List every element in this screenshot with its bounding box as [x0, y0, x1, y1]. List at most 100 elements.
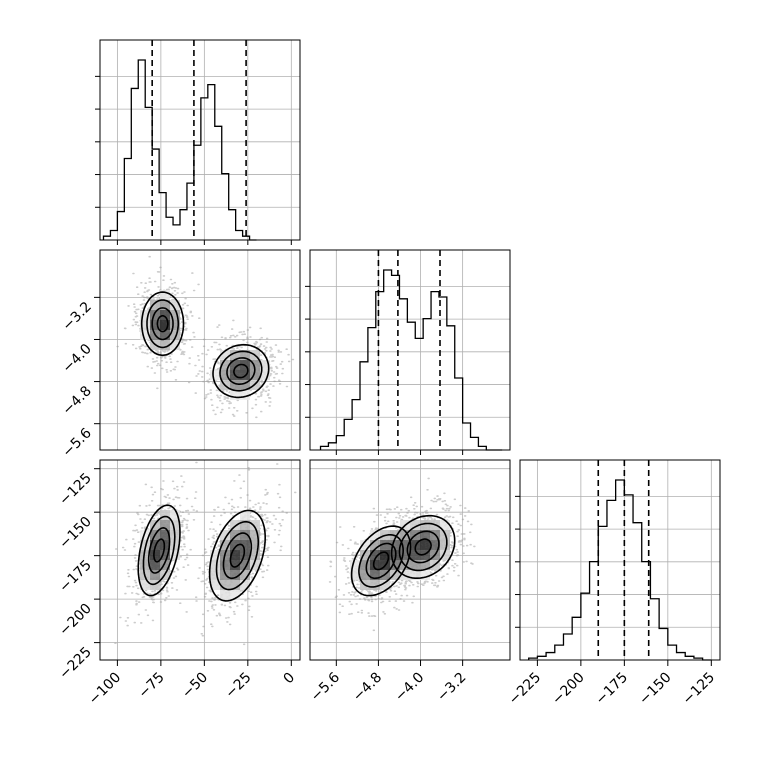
density-cell	[170, 340, 180, 350]
pair-frame-2	[309, 459, 511, 661]
x-tick-label-2-3: −150	[636, 670, 675, 709]
contour-0-1	[390, 514, 456, 579]
density-cell	[240, 350, 250, 360]
pair-plot-area-2	[310, 460, 510, 660]
density-cell	[360, 560, 370, 570]
pair-panel-1-0	[99, 249, 301, 451]
density-cell	[230, 550, 240, 560]
density-cell	[380, 550, 390, 560]
contour-1-0	[146, 299, 180, 349]
density-cell	[230, 580, 240, 590]
density-cell	[410, 560, 420, 570]
density-cell	[390, 570, 400, 580]
x-tick-label-1-3: −3.2	[434, 670, 469, 705]
x-tick-label-1-1: −4.8	[350, 670, 385, 705]
density-cell	[370, 530, 380, 540]
density-cell	[220, 350, 230, 360]
density-cell	[410, 570, 420, 580]
contour-0-0	[140, 291, 185, 357]
contour-3-1	[229, 543, 246, 568]
density-cell	[400, 550, 410, 560]
density-cell	[230, 380, 240, 390]
density-cell	[230, 360, 240, 370]
density-cell	[370, 560, 380, 570]
x-tick-label-0-2: −50	[179, 670, 211, 702]
contour-0-0	[137, 504, 181, 597]
contour-2-0	[151, 307, 174, 341]
density-cell	[250, 550, 260, 560]
density-cell	[440, 520, 450, 530]
density-cell	[410, 550, 420, 560]
density-cell	[240, 560, 250, 570]
density-cell	[360, 570, 370, 580]
density-cell	[420, 570, 430, 580]
density-cell	[420, 540, 430, 550]
density-cell	[170, 300, 180, 310]
density-cell	[140, 320, 150, 330]
density-cell	[160, 520, 170, 530]
density-cell	[150, 560, 160, 570]
density-cell	[230, 570, 240, 580]
hist-step-2	[528, 479, 712, 661]
y-tick-label-2-0: −225	[56, 644, 95, 683]
density-cell	[420, 530, 430, 540]
density-cell	[150, 540, 160, 550]
x-tick-label-1-0: −5.6	[308, 669, 343, 704]
density-cell	[160, 340, 170, 350]
density-cell	[240, 520, 250, 530]
contour-1-0	[358, 534, 405, 588]
density-cell	[210, 370, 220, 380]
density-cell	[250, 370, 260, 380]
x-tick-label-2-2: −175	[593, 670, 632, 709]
density-cell	[410, 540, 420, 550]
density-cell	[220, 580, 230, 590]
density-cell	[160, 510, 170, 520]
contour-2-0	[147, 526, 171, 574]
contour-3-0	[156, 315, 169, 333]
density-cell	[350, 560, 360, 570]
density-cell	[360, 540, 370, 550]
density-cell	[220, 370, 230, 380]
density-cell	[230, 390, 240, 400]
density-cell	[370, 570, 380, 580]
density-cell	[350, 570, 360, 580]
density-cell	[240, 580, 250, 590]
x-tick-label-2-0: −225	[506, 670, 545, 709]
density-cell	[210, 570, 220, 580]
y-tick-label-1-0: −5.6	[59, 425, 94, 460]
hist-frame-1	[309, 249, 511, 451]
contour-3-1	[233, 363, 249, 379]
pair-plot-area-1	[100, 460, 300, 660]
contour-1-1	[219, 350, 263, 392]
pair-panel-2-0	[99, 459, 301, 661]
density-cell	[240, 540, 250, 550]
density-cell	[440, 540, 450, 550]
density-cell	[370, 550, 380, 560]
density-cell	[220, 570, 230, 580]
density-cell	[140, 580, 150, 590]
density-cell	[150, 580, 160, 590]
density-cell	[170, 310, 180, 320]
density-cell	[140, 560, 150, 570]
density-cell	[160, 310, 170, 320]
contour-2-1	[222, 532, 253, 580]
density-cell	[250, 530, 260, 540]
y-tick-label-1-2: −4.0	[59, 341, 94, 376]
contour-3-0	[153, 538, 166, 563]
density-cell	[150, 300, 160, 310]
density-cell	[220, 530, 230, 540]
density-cell	[140, 330, 150, 340]
density-cell	[160, 550, 170, 560]
contour-2-1	[226, 357, 256, 385]
density-cell	[140, 550, 150, 560]
density-cell	[230, 530, 240, 540]
density-cell	[420, 550, 430, 560]
x-tick-label-2-4: −125	[680, 670, 719, 709]
hist-panel-2	[515, 459, 721, 661]
density-cell	[210, 560, 220, 570]
contour-2-1	[406, 530, 440, 564]
y-tick-label-2-1: −200	[56, 601, 95, 640]
density-cell	[380, 540, 390, 550]
density-cell	[240, 550, 250, 560]
